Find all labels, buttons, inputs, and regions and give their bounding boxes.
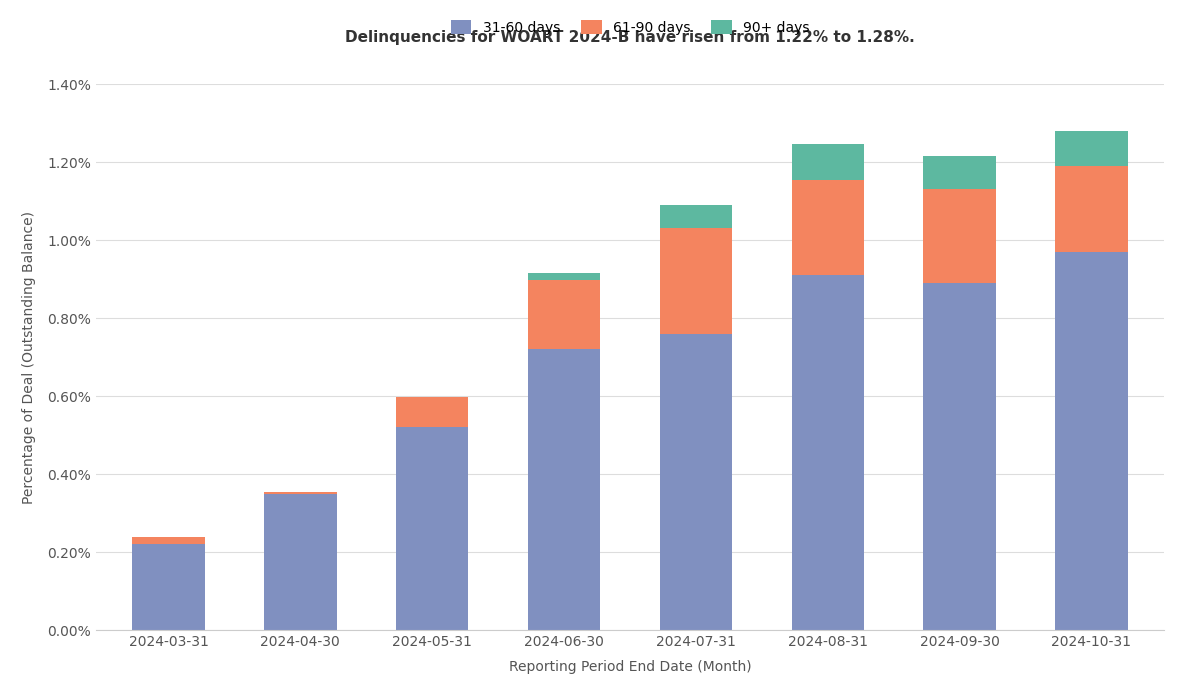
Bar [792,179,864,275]
Legend: 31-60 days, 61-90 days, 90+ days: 31-60 days, 61-90 days, 90+ days [450,20,810,35]
Bar [923,189,996,283]
Bar [264,494,337,630]
Bar [660,205,732,228]
Bar [1055,131,1128,166]
Bar [528,280,600,349]
Bar [528,273,600,280]
Bar [264,491,337,494]
Bar [660,334,732,630]
Title: Delinquencies for WOART 2024-B have risen from 1.22% to 1.28%.: Delinquencies for WOART 2024-B have rise… [346,30,914,46]
Bar [1055,252,1128,630]
Y-axis label: Percentage of Deal (Outstanding Balance): Percentage of Deal (Outstanding Balance) [22,211,36,503]
Bar [660,228,732,334]
Bar [132,544,205,630]
X-axis label: Reporting Period End Date (Month): Reporting Period End Date (Month) [509,660,751,674]
Bar [792,275,864,630]
Bar [923,156,996,189]
Bar [396,397,468,427]
Bar [132,537,205,544]
Bar [923,283,996,630]
Bar [1055,166,1128,252]
Bar [528,349,600,630]
Bar [396,427,468,630]
Bar [792,144,864,179]
